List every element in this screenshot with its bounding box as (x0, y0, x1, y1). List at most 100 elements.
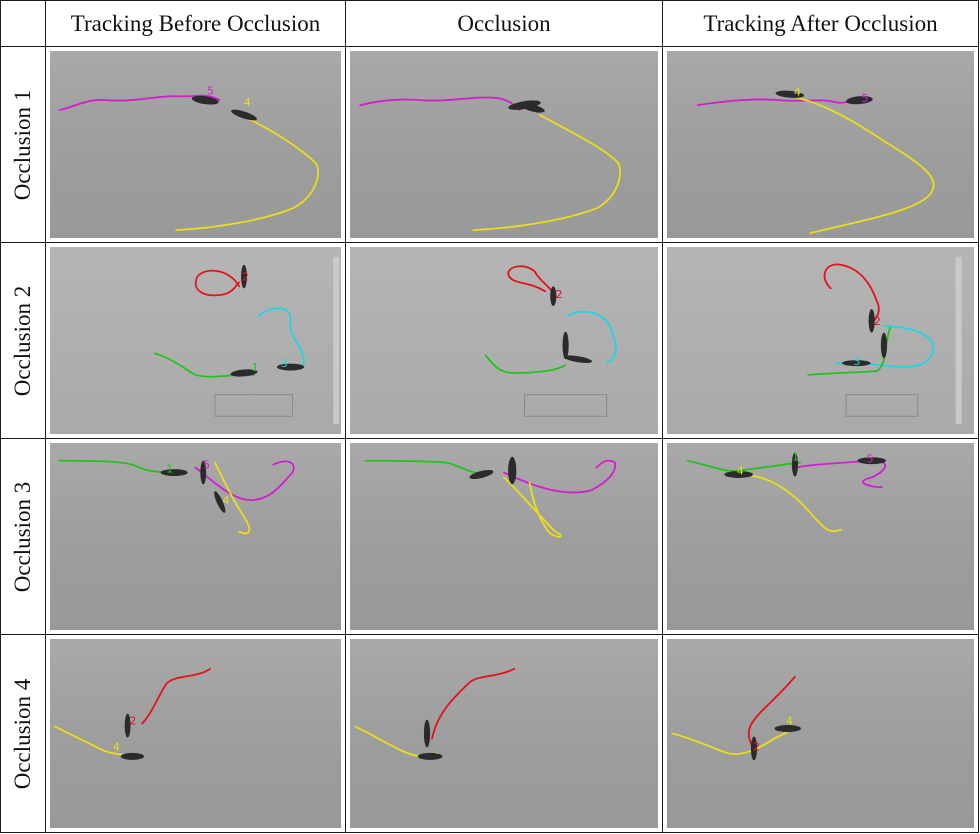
track-1 (807, 326, 892, 376)
fish (791, 452, 798, 477)
fish (230, 369, 258, 377)
row-label-cell: Occlusion 3 (0, 438, 46, 635)
track-id-label: 1 (792, 451, 799, 464)
fish (724, 471, 753, 478)
occlusion-row-3: Occlusion 3 1 5 4 (0, 438, 979, 635)
fish (775, 90, 805, 98)
frame-overlay (354, 667, 516, 760)
fish (120, 752, 145, 760)
track-1 (686, 459, 801, 472)
video-frame: 2 3 1 (50, 247, 341, 434)
track-id-label: 3 (853, 355, 860, 368)
fish (160, 469, 188, 476)
fish (868, 309, 875, 333)
video-frame: 2 (350, 247, 658, 434)
row-label-cell: Occlusion 1 (0, 46, 46, 243)
track-id-label: 4 (244, 96, 251, 109)
frame-before: 2 3 1 (45, 242, 346, 439)
video-frame: 5 4 (50, 51, 341, 238)
track-id-label: 5 (861, 92, 868, 105)
fish (417, 752, 443, 760)
corner-cell (0, 0, 46, 47)
frame-after: 4 1 5 (662, 438, 979, 635)
video-frame (350, 443, 658, 630)
fish (214, 491, 226, 513)
track-5 (696, 98, 873, 107)
tank-fixture (845, 394, 919, 417)
row-label: Occlusion 2 (10, 285, 35, 396)
row-label-cell: Occlusion 2 (0, 242, 46, 439)
column-header-occlusion: Occlusion (345, 0, 663, 47)
row-label: Occlusion 1 (10, 89, 35, 200)
fish (750, 736, 758, 761)
track-4 (472, 114, 621, 232)
fish (276, 363, 305, 371)
column-header-before: Tracking Before Occlusion (45, 0, 346, 47)
frame-after: 4 5 (662, 46, 979, 243)
fish (241, 264, 247, 289)
track-id-label: 4 (794, 85, 801, 98)
fish (563, 355, 593, 363)
track-id-label: 1 (166, 462, 173, 475)
frame-overlay: 2 3 1 (153, 256, 340, 425)
track-id-label: 4 (113, 740, 120, 753)
frame-overlay: 4 2 (671, 675, 802, 761)
track-id-label: 1 (252, 361, 259, 374)
track-id-label: 2 (242, 270, 249, 283)
frame-occlusion (345, 634, 663, 833)
frame-before: 1 5 4 (45, 438, 346, 635)
frame-occlusion (345, 46, 663, 243)
track-5 (503, 459, 617, 494)
track-4 (503, 476, 562, 538)
video-frame: 4 1 5 (667, 443, 974, 630)
track-id-label: 3 (281, 357, 288, 370)
track-id-label: 2 (130, 714, 137, 727)
track-4 (671, 727, 796, 755)
occlusion-row-4: Occlusion 4 2 4 (0, 634, 979, 833)
frame-overlay: 2 4 (53, 667, 211, 760)
track-5 (359, 96, 521, 111)
fish (846, 96, 873, 105)
frame-overlay (359, 96, 621, 232)
fish (469, 469, 494, 480)
frame-overlay: 4 1 5 (686, 451, 887, 533)
frame-overlay: 4 5 (696, 85, 935, 234)
video-frame: 4 2 (667, 639, 974, 828)
fish (423, 719, 431, 748)
track-2 (194, 269, 241, 297)
track-4 (214, 461, 251, 535)
track-id-label: 2 (753, 741, 760, 754)
occlusion-row-1: Occlusion 1 5 4 (0, 46, 979, 243)
frame-overlay: 1 5 4 (58, 459, 295, 535)
frame-overlay: 2 (484, 265, 617, 417)
track-id-label: 2 (555, 288, 562, 301)
track-2 (507, 265, 557, 298)
track-1 (364, 459, 490, 476)
track-5 (58, 94, 221, 111)
frame-after: 2 3 (662, 242, 979, 439)
tank-fixture (524, 394, 608, 417)
track-4 (778, 93, 935, 234)
fish (774, 725, 802, 733)
track-1 (484, 354, 567, 374)
fish (880, 332, 888, 359)
track-2 (823, 263, 880, 325)
frame-overlay: 5 4 (58, 84, 319, 232)
row-label: Occlusion 4 (10, 678, 35, 789)
video-frame (350, 51, 658, 238)
fish (191, 95, 219, 105)
frame-before: 5 4 (45, 46, 346, 243)
header-row: Tracking Before Occlusion Occlusion Trac… (0, 0, 979, 47)
track-id-label: 2 (874, 315, 881, 328)
fish (520, 103, 545, 113)
fish (508, 456, 517, 485)
row-label-cell: Occlusion 4 (0, 634, 46, 833)
track-id-label: 5 (207, 84, 214, 97)
fish (562, 331, 569, 360)
track-id-label: 4 (223, 494, 230, 507)
fish (857, 457, 886, 465)
occlusion-row-2: Occlusion 2 2 3 1 (0, 242, 979, 439)
fish (200, 460, 207, 485)
track-2 (141, 667, 211, 725)
